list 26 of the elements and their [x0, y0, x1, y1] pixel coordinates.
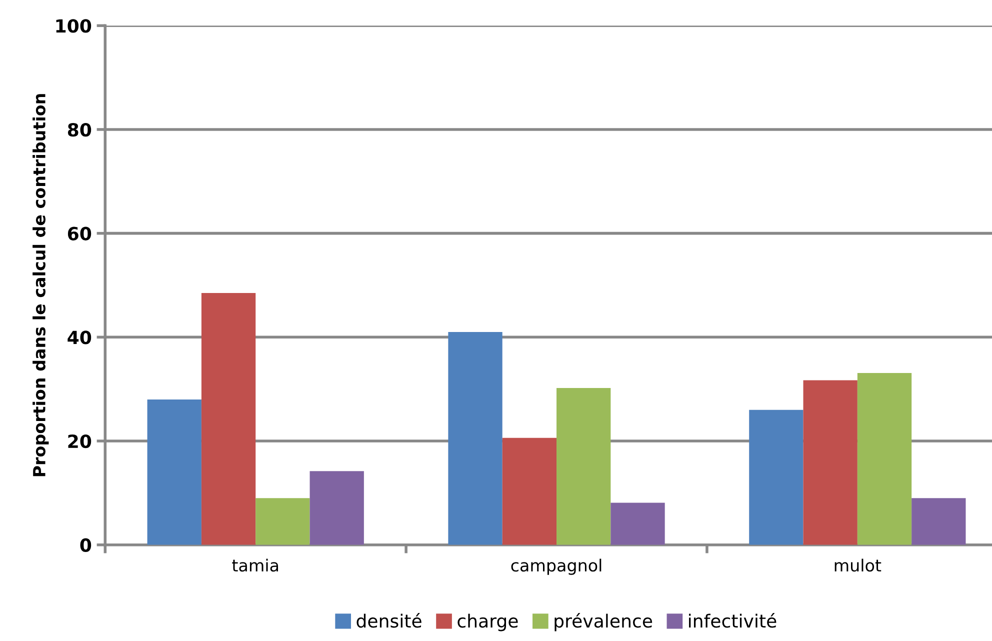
legend-label: charge: [458, 614, 518, 632]
y-tick-label: 0: [80, 538, 92, 552]
bar: [857, 372, 912, 545]
x-tick-label: tamia: [232, 558, 278, 572]
bar: [256, 498, 310, 545]
y-tick-label: 80: [68, 122, 92, 137]
y-tick-label: 60: [68, 226, 92, 240]
bar: [912, 498, 966, 545]
x-tick-label: campagnol: [511, 558, 602, 575]
y-tick-label: 20: [68, 434, 92, 448]
bar: [502, 438, 557, 545]
bar: [201, 293, 256, 545]
y-axis-title: Proportion dans le calcul de contribution: [32, 94, 49, 476]
bar: [147, 399, 202, 545]
bar: [610, 502, 665, 545]
bar: [448, 332, 502, 545]
legend-label: prévalence: [554, 613, 652, 632]
legend-label: infectivité: [689, 613, 776, 628]
bar: [556, 388, 611, 545]
x-tick-label: mulot: [834, 558, 882, 572]
bar: [310, 471, 364, 545]
bar: [803, 380, 858, 545]
y-tick-label: 40: [68, 330, 92, 344]
bar: [749, 410, 804, 545]
y-tick-label: 100: [56, 19, 92, 33]
legend-label: densité: [356, 613, 422, 628]
